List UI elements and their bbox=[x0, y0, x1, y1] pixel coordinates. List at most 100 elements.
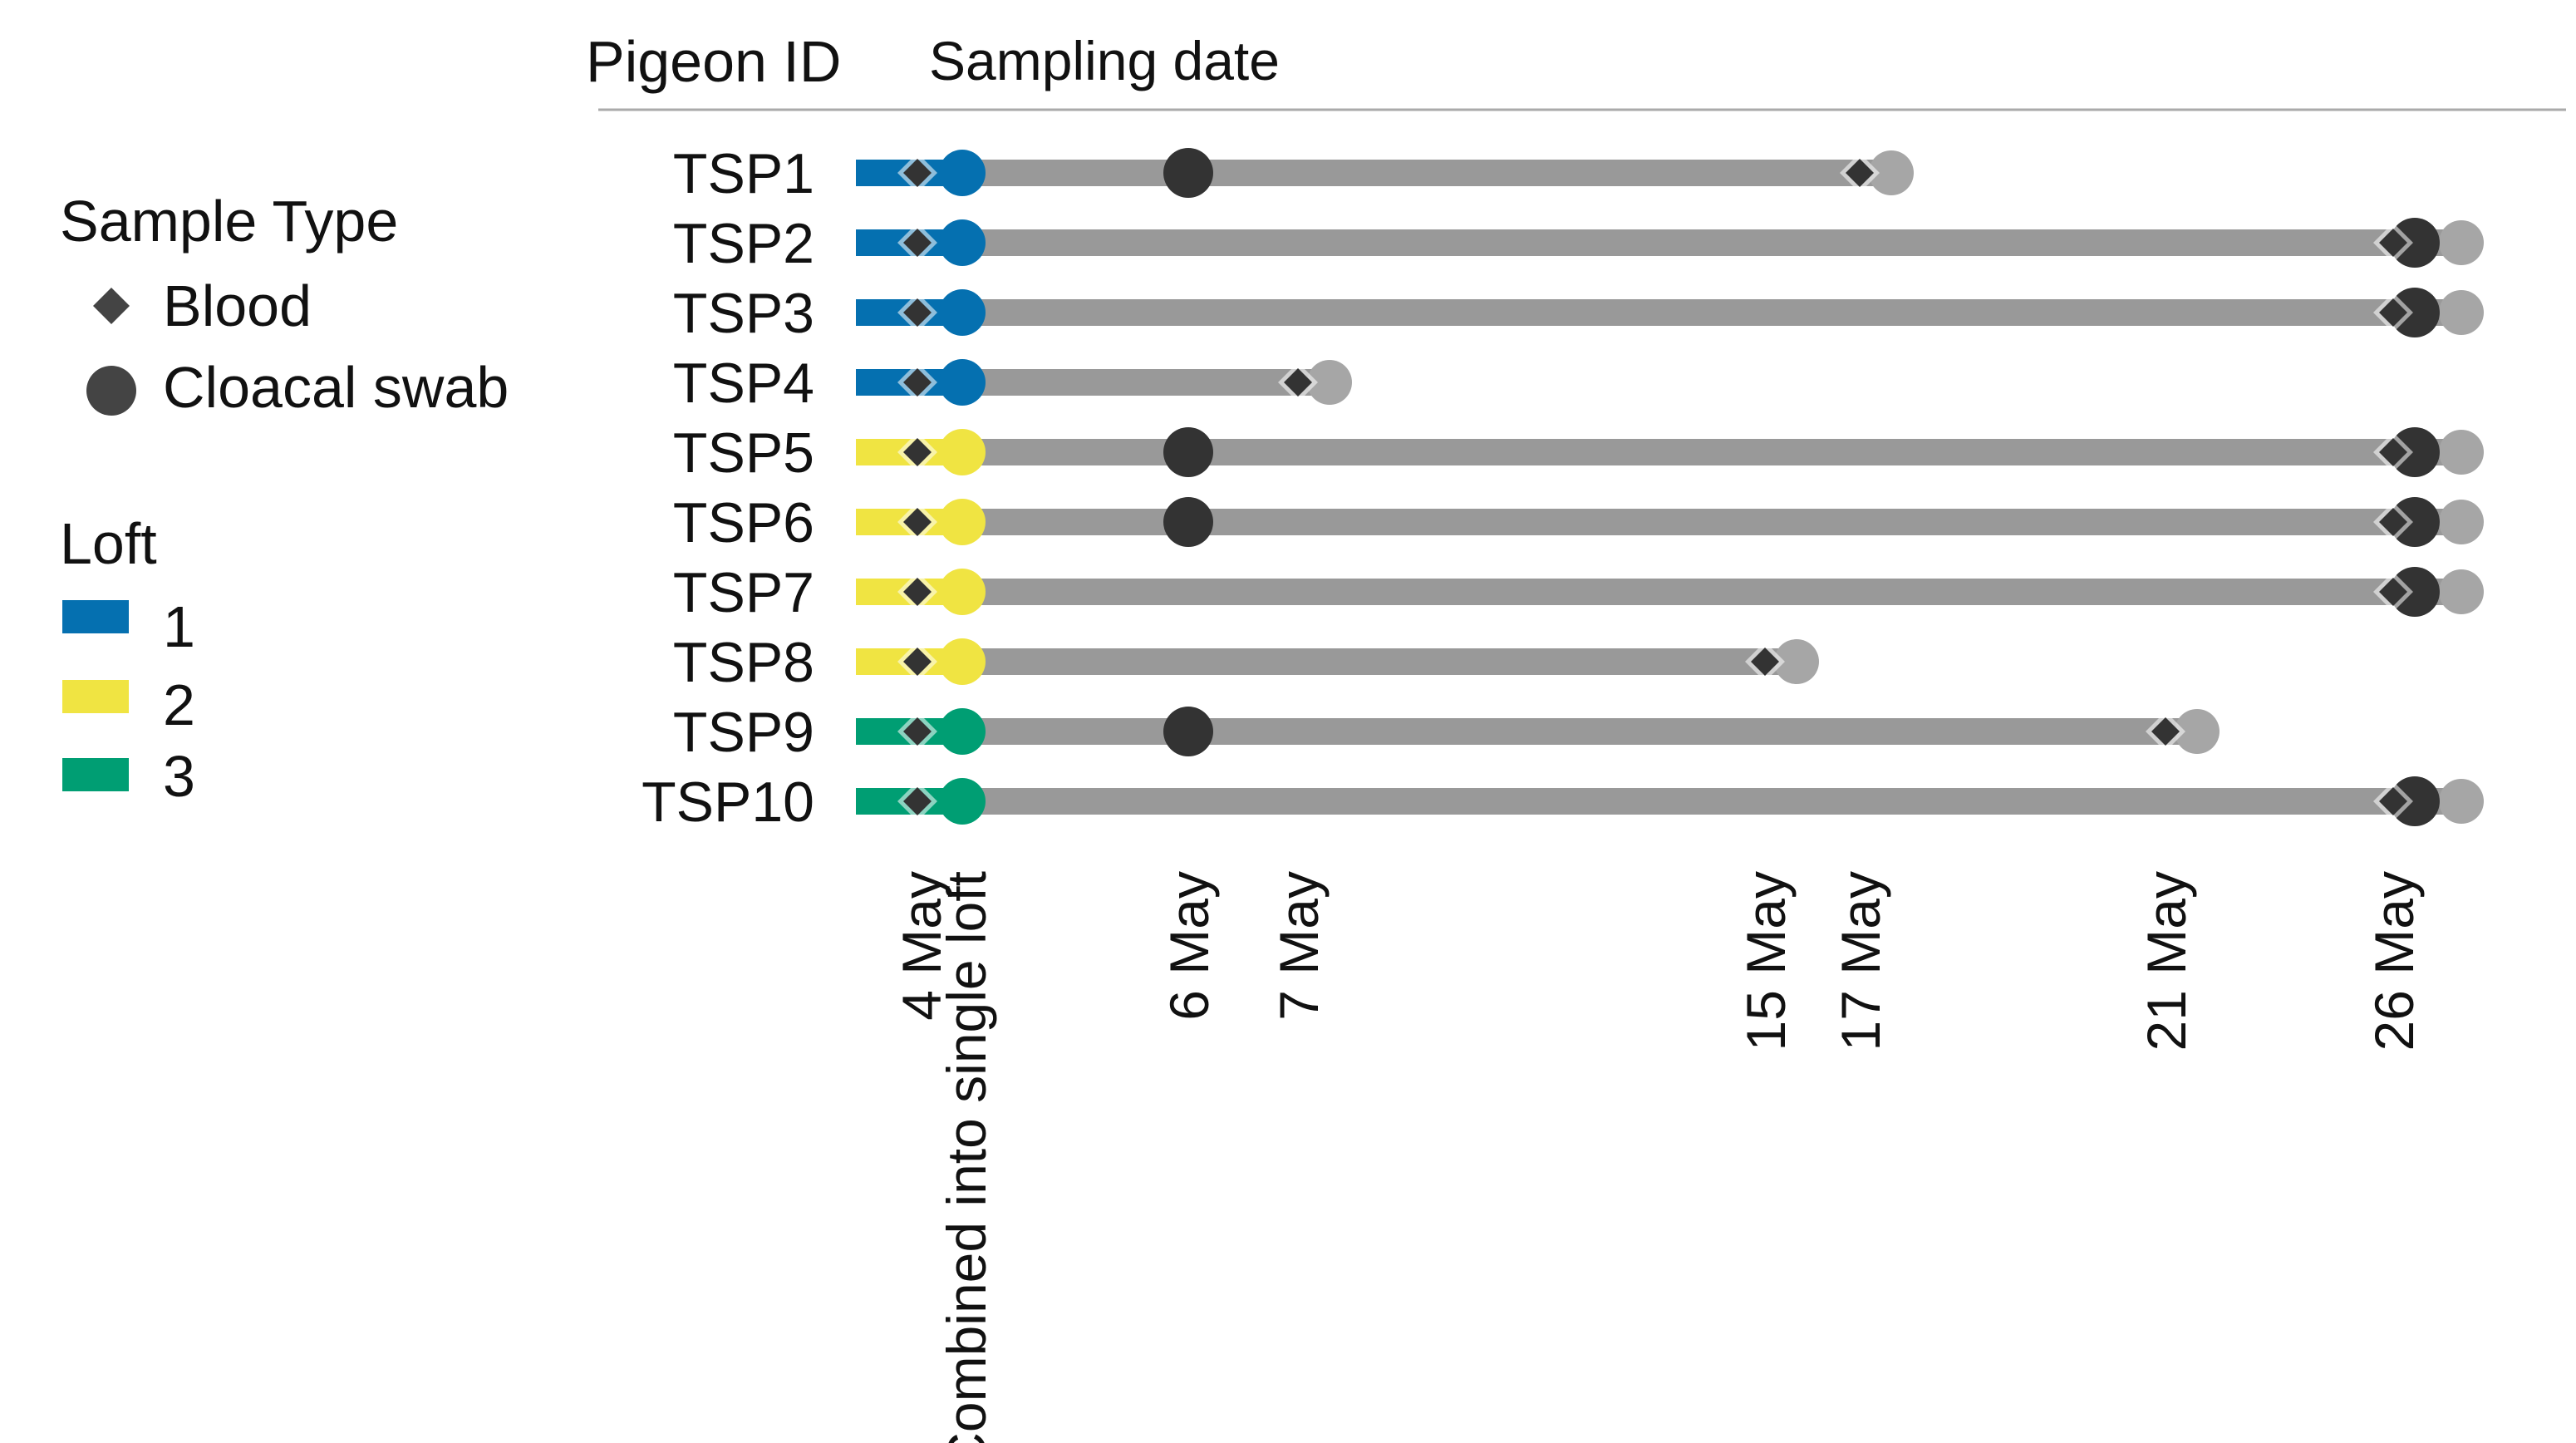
date-tick-label: 6 May bbox=[1158, 871, 1220, 1021]
cloacal-swab-marker bbox=[2390, 776, 2440, 826]
sampling-track-bar bbox=[962, 788, 2461, 815]
sampling-track-bar bbox=[962, 718, 2197, 745]
pigeon-row: TSP2 bbox=[673, 212, 2484, 275]
loft-swab-marker bbox=[939, 359, 986, 406]
legend-blood-label: Blood bbox=[163, 273, 312, 338]
legend-sample-type-title: Sample Type bbox=[60, 189, 398, 254]
legend-loft-3-swatch bbox=[62, 758, 129, 791]
blood-marker bbox=[2379, 229, 2407, 257]
pigeon-id-label: TSP5 bbox=[673, 421, 814, 485]
pigeon-id-label: TSP7 bbox=[673, 561, 814, 624]
end-marker bbox=[2439, 220, 2484, 265]
pigeon-row: TSP4 bbox=[673, 352, 1352, 415]
loft-swab-marker bbox=[939, 499, 986, 545]
loft-swab-marker bbox=[939, 429, 986, 475]
legend-loft-2-label: 2 bbox=[163, 672, 195, 737]
end-marker bbox=[2175, 709, 2220, 754]
sampling-track-bar bbox=[962, 579, 2461, 605]
end-marker bbox=[2439, 569, 2484, 614]
date-tick-label: Combined into single loft bbox=[936, 871, 997, 1443]
loft-swab-marker bbox=[939, 289, 986, 336]
date-tick-label: 17 May bbox=[1830, 871, 1891, 1051]
blood-marker bbox=[2379, 508, 2407, 536]
legend-loft-1-swatch bbox=[62, 600, 129, 633]
blood-marker bbox=[903, 159, 932, 187]
pigeon-id-label: TSP6 bbox=[673, 491, 814, 554]
loft-swab-marker bbox=[939, 219, 986, 266]
legend: Sample Type Blood Cloacal swab Loft 1 2 … bbox=[60, 189, 509, 809]
loft-swab-marker bbox=[939, 778, 986, 825]
pigeon-row: TSP9 bbox=[673, 701, 2220, 764]
blood-marker bbox=[903, 368, 932, 396]
pigeon-id-label: TSP9 bbox=[673, 701, 814, 764]
blood-marker bbox=[2151, 717, 2180, 746]
pigeon-row: TSP7 bbox=[673, 561, 2484, 624]
pigeon-row: TSP5 bbox=[673, 421, 2484, 485]
cloacal-swab-marker bbox=[2390, 427, 2440, 477]
blood-marker bbox=[2379, 438, 2407, 466]
loft-swab-marker bbox=[939, 150, 986, 196]
pigeon-row: TSP10 bbox=[642, 771, 2484, 834]
blood-marker bbox=[903, 508, 932, 536]
legend-swab-label: Cloacal swab bbox=[163, 355, 509, 420]
blood-marker bbox=[2379, 787, 2407, 815]
end-marker bbox=[2439, 430, 2484, 475]
pigeon-row: TSP8 bbox=[673, 631, 1819, 694]
blood-marker bbox=[903, 648, 932, 676]
blood-marker bbox=[1846, 159, 1874, 187]
sampling-track-bar bbox=[962, 299, 2461, 326]
date-tick-label: 26 May bbox=[2363, 871, 2425, 1051]
legend-blood-diamond-icon bbox=[93, 288, 130, 324]
pigeon-row: TSP6 bbox=[673, 491, 2484, 554]
blood-marker bbox=[2379, 298, 2407, 327]
pigeon-id-label: TSP4 bbox=[673, 352, 814, 415]
pigeon-row: TSP1 bbox=[673, 142, 1914, 205]
cloacal-swab-marker bbox=[1163, 148, 1213, 198]
loft-swab-marker bbox=[939, 569, 986, 615]
legend-loft-2-swatch bbox=[62, 680, 129, 713]
legend-loft-3-label: 3 bbox=[163, 744, 195, 809]
blood-marker bbox=[903, 787, 932, 815]
cloacal-swab-marker bbox=[1163, 497, 1213, 547]
sampling-track-bar bbox=[962, 648, 1797, 675]
loft-swab-marker bbox=[939, 708, 986, 755]
end-marker bbox=[2439, 290, 2484, 335]
blood-marker bbox=[2379, 578, 2407, 606]
end-marker bbox=[1307, 360, 1352, 405]
date-tick-label: 21 May bbox=[2136, 871, 2197, 1051]
blood-marker bbox=[1284, 368, 1312, 396]
blood-marker bbox=[903, 578, 932, 606]
loft-swab-marker bbox=[939, 638, 986, 685]
pigeon-id-label: TSP8 bbox=[673, 631, 814, 694]
cloacal-swab-marker bbox=[2390, 288, 2440, 337]
pigeon-id-header: Pigeon ID bbox=[586, 29, 841, 94]
cloacal-swab-marker bbox=[2390, 497, 2440, 547]
sampling-track-bar bbox=[962, 369, 1330, 396]
cloacal-swab-marker bbox=[2390, 218, 2440, 268]
pigeon-row: TSP3 bbox=[673, 282, 2484, 345]
blood-marker bbox=[903, 438, 932, 466]
pigeon-id-label: TSP1 bbox=[673, 142, 814, 205]
legend-loft-title: Loft bbox=[60, 511, 157, 576]
legend-swab-circle-icon bbox=[86, 366, 136, 416]
pigeon-id-label: TSP3 bbox=[673, 282, 814, 345]
sampling-track-bar bbox=[962, 160, 1891, 186]
cloacal-swab-marker bbox=[2390, 567, 2440, 617]
end-marker bbox=[1869, 150, 1914, 195]
pigeon-id-label: TSP10 bbox=[642, 771, 814, 834]
pigeon-id-label: TSP2 bbox=[673, 212, 814, 275]
cloacal-swab-marker bbox=[1163, 707, 1213, 756]
blood-marker bbox=[903, 229, 932, 257]
end-marker bbox=[2439, 500, 2484, 544]
legend-loft-1-label: 1 bbox=[163, 594, 195, 659]
date-tick-label: 4 May bbox=[891, 871, 952, 1021]
date-tick-label: 7 May bbox=[1268, 871, 1330, 1021]
end-marker bbox=[1774, 639, 1819, 684]
date-tick-label: 15 May bbox=[1735, 871, 1797, 1051]
cloacal-swab-marker bbox=[1163, 427, 1213, 477]
blood-marker bbox=[903, 717, 932, 746]
blood-marker bbox=[1751, 648, 1779, 676]
